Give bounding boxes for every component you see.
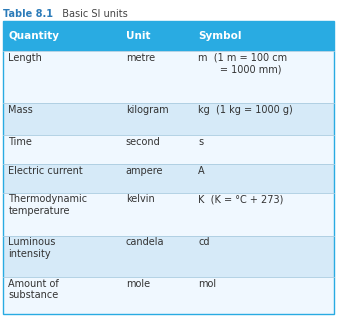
Text: mol: mol bbox=[198, 279, 216, 289]
Text: kelvin: kelvin bbox=[126, 194, 154, 204]
Text: Table 8.1: Table 8.1 bbox=[3, 9, 53, 20]
Text: Symbol: Symbol bbox=[198, 31, 242, 41]
Bar bbox=[3, 51, 334, 103]
Bar bbox=[3, 164, 334, 192]
Text: Unit: Unit bbox=[126, 31, 150, 41]
Text: mole: mole bbox=[126, 279, 150, 289]
Text: Luminous
intensity: Luminous intensity bbox=[8, 237, 56, 259]
Text: A: A bbox=[198, 166, 205, 176]
Bar bbox=[3, 192, 334, 235]
Bar bbox=[3, 21, 334, 51]
Text: K  (K = °C + 273): K (K = °C + 273) bbox=[198, 194, 284, 204]
Text: Electric current: Electric current bbox=[8, 166, 83, 176]
Text: metre: metre bbox=[126, 53, 155, 63]
Text: kg  (1 kg = 1000 g): kg (1 kg = 1000 g) bbox=[198, 105, 293, 115]
Text: Quantity: Quantity bbox=[8, 31, 59, 41]
Text: m  (1 m = 100 cm: m (1 m = 100 cm bbox=[198, 53, 287, 63]
Text: candela: candela bbox=[126, 237, 164, 247]
Text: Basic SI units: Basic SI units bbox=[56, 9, 127, 20]
Bar bbox=[3, 277, 334, 314]
Text: second: second bbox=[126, 137, 160, 147]
Text: cd: cd bbox=[198, 237, 210, 247]
Text: s: s bbox=[198, 137, 204, 147]
Bar bbox=[3, 135, 334, 164]
Text: Thermodynamic
temperature: Thermodynamic temperature bbox=[8, 194, 88, 216]
Text: = 1000 mm): = 1000 mm) bbox=[198, 65, 282, 75]
Text: Amount of
substance: Amount of substance bbox=[8, 279, 59, 300]
Bar bbox=[3, 103, 334, 135]
Text: Time: Time bbox=[8, 137, 32, 147]
Text: Length: Length bbox=[8, 53, 42, 63]
Text: ampere: ampere bbox=[126, 166, 163, 176]
Text: Mass: Mass bbox=[8, 105, 33, 115]
Bar bbox=[3, 235, 334, 277]
Text: kilogram: kilogram bbox=[126, 105, 168, 115]
